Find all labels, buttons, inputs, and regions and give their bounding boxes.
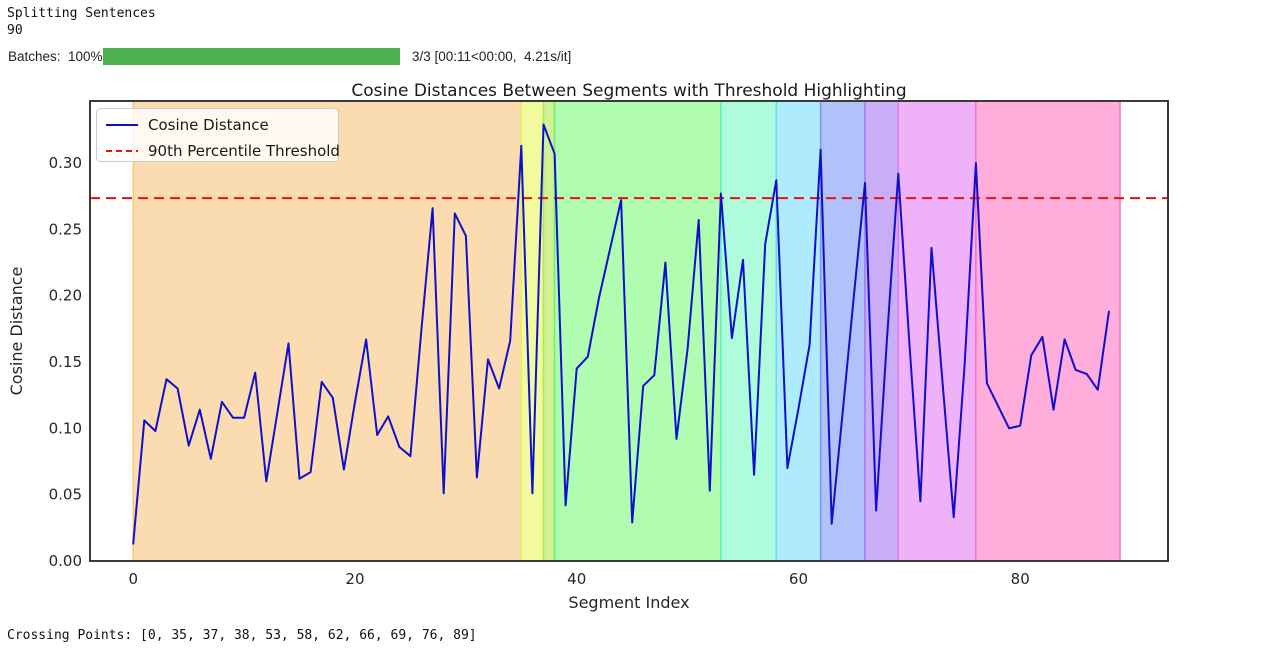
highlight-band bbox=[819, 100, 866, 562]
figure: Cosine Distances Between Segments with T… bbox=[7, 81, 1169, 612]
x-tick-label: 60 bbox=[789, 570, 808, 588]
y-tick-label: 0.30 bbox=[49, 154, 82, 172]
x-tick-label: 0 bbox=[128, 570, 138, 588]
highlight-band bbox=[897, 100, 977, 562]
y-axis-label: Cosine Distance bbox=[7, 267, 26, 396]
x-tick-label: 80 bbox=[1011, 570, 1030, 588]
crossing-points-log: Crossing Points: [0, 35, 37, 38, 53, 58,… bbox=[7, 628, 477, 643]
legend-entry-cosine: Cosine Distance bbox=[148, 116, 269, 134]
y-ticks: 0.00 0.05 0.10 0.15 0.20 0.25 0.30 bbox=[49, 154, 82, 570]
series-layer bbox=[132, 123, 1110, 545]
x-ticks: 0 20 40 60 80 bbox=[128, 570, 1029, 588]
progress-percent: 100% bbox=[68, 49, 103, 64]
highlight-band bbox=[132, 100, 523, 562]
x-tick-label: 40 bbox=[567, 570, 586, 588]
progress-bar-fill bbox=[103, 48, 400, 65]
y-tick-label: 0.00 bbox=[49, 552, 82, 570]
chart-title: Cosine Distances Between Segments with T… bbox=[351, 81, 906, 101]
x-axis-label: Segment Index bbox=[568, 593, 689, 612]
legend: Cosine Distance 90th Percentile Threshol… bbox=[96, 108, 340, 162]
y-tick-label: 0.10 bbox=[49, 419, 82, 437]
progress-bar bbox=[103, 48, 400, 65]
highlight-band bbox=[975, 100, 1121, 562]
cosine-distance-line bbox=[132, 123, 1110, 545]
highlight-band bbox=[720, 100, 778, 562]
progress-label: Batches: bbox=[8, 49, 61, 64]
log-splitting-sentences: Splitting Sentences bbox=[7, 6, 156, 21]
legend-frame bbox=[96, 108, 339, 162]
highlight-band bbox=[542, 100, 556, 562]
legend-entry-threshold: 90th Percentile Threshold bbox=[148, 142, 340, 160]
progress-stats: 3/3 [00:11<00:00, 4.21s/it] bbox=[412, 49, 572, 64]
highlight-band bbox=[553, 100, 722, 562]
y-tick-label: 0.15 bbox=[49, 353, 82, 371]
log-segment-count: 90 bbox=[7, 23, 23, 38]
y-tick-label: 0.05 bbox=[49, 486, 82, 504]
bands-layer bbox=[132, 100, 1121, 562]
y-tick-label: 0.20 bbox=[49, 287, 82, 305]
x-tick-label: 20 bbox=[345, 570, 364, 588]
y-tick-label: 0.25 bbox=[49, 220, 82, 238]
plot-border bbox=[89, 100, 1169, 562]
